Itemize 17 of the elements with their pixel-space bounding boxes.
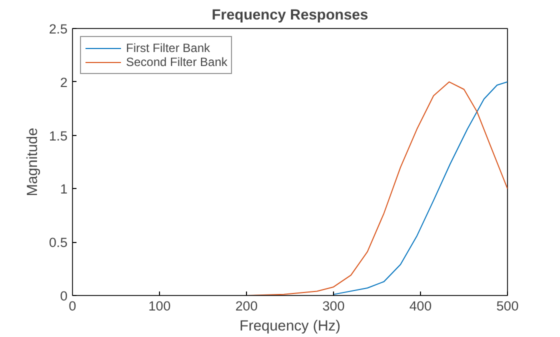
x-tick-label: 500 <box>496 298 519 314</box>
x-tick-label: 200 <box>235 298 258 314</box>
y-tick-label: 0.5 <box>48 235 68 250</box>
x-tick-label: 400 <box>409 298 432 314</box>
x-tick-label: 100 <box>148 298 171 314</box>
y-tick-label: 0 <box>60 288 68 304</box>
chart-title: Frequency Responses <box>212 8 368 24</box>
legend-label: First Filter Bank <box>126 41 210 55</box>
y-tick-label: 1.5 <box>48 128 68 144</box>
x-axis-title: Frequency (Hz) <box>240 318 341 334</box>
y-tick-label: 2 <box>60 74 68 90</box>
y-tick-label: 1 <box>60 182 68 197</box>
legend-label: Second Filter Bank <box>126 55 228 69</box>
line-series <box>333 81 508 295</box>
y-axis-title: Magnitude <box>24 128 41 196</box>
x-tick-label: 300 <box>322 298 345 314</box>
y-tick-label: 2.5 <box>48 22 68 36</box>
